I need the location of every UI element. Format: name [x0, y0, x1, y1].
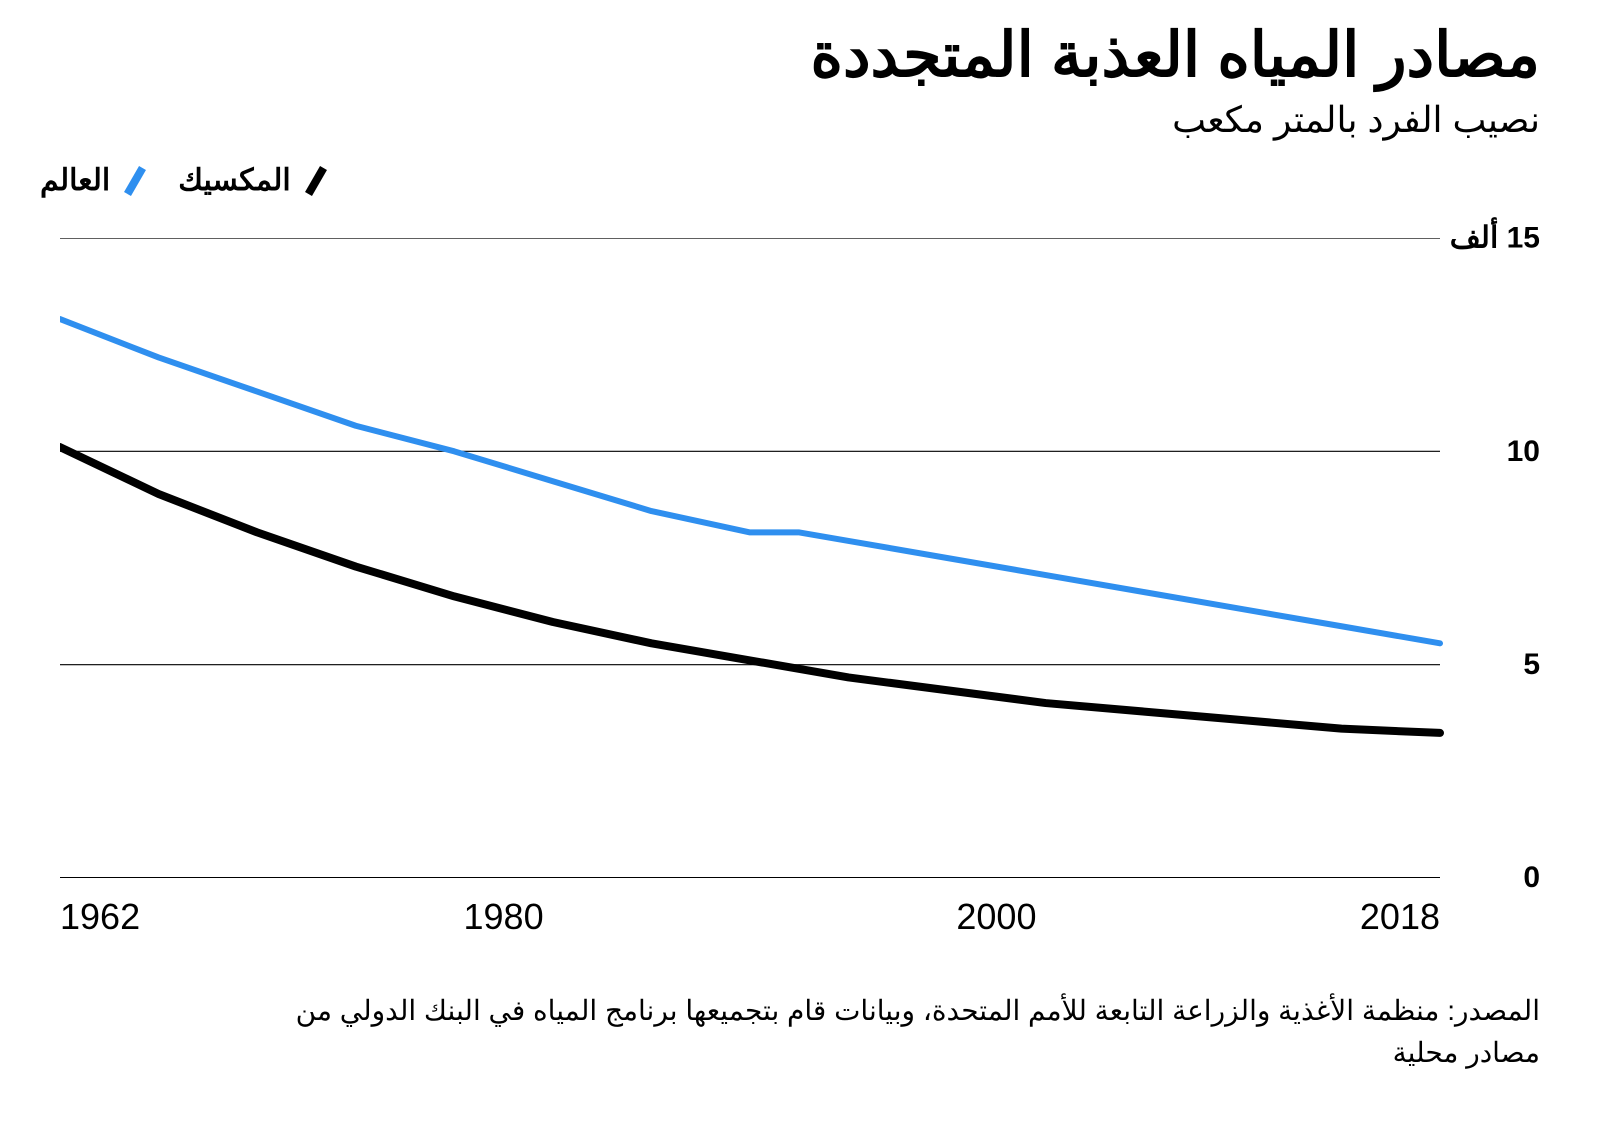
legend: المكسيك العالم [40, 163, 1540, 198]
legend-swatch-world [124, 166, 146, 196]
legend-label-mexico: المكسيك [178, 163, 291, 198]
x-tick-label: 1980 [464, 896, 544, 938]
legend-item-mexico: المكسيك [178, 163, 331, 198]
x-axis-labels: 1962 1980 2000 2018 [60, 896, 1540, 942]
legend-label-world: العالم [40, 163, 110, 198]
legend-swatch-mexico [305, 166, 327, 196]
x-tick-label: 2018 [1360, 896, 1440, 938]
series-world [60, 319, 1440, 643]
source-attribution: المصدر: منظمة الأغذية والزراعة التابعة ل… [40, 990, 1540, 1074]
line-chart-svg [60, 238, 1540, 878]
chart-area: 051015 ألف [60, 238, 1540, 878]
chart-title: مصادر المياه العذبة المتجددة [40, 20, 1540, 91]
y-tick-label: 5 [1523, 648, 1540, 682]
y-tick-label: 0 [1523, 861, 1540, 895]
x-tick-label: 2000 [956, 896, 1036, 938]
chart-subtitle: نصيب الفرد بالمتر مكعب [40, 99, 1540, 141]
y-tick-label: 10 [1507, 435, 1540, 469]
series-mexico [60, 447, 1440, 733]
y-tick-label: 15 ألف [1450, 221, 1540, 256]
legend-item-world: العالم [40, 163, 150, 198]
y-axis-labels: 051015 ألف [1440, 238, 1540, 878]
x-tick-label: 1962 [60, 896, 140, 938]
